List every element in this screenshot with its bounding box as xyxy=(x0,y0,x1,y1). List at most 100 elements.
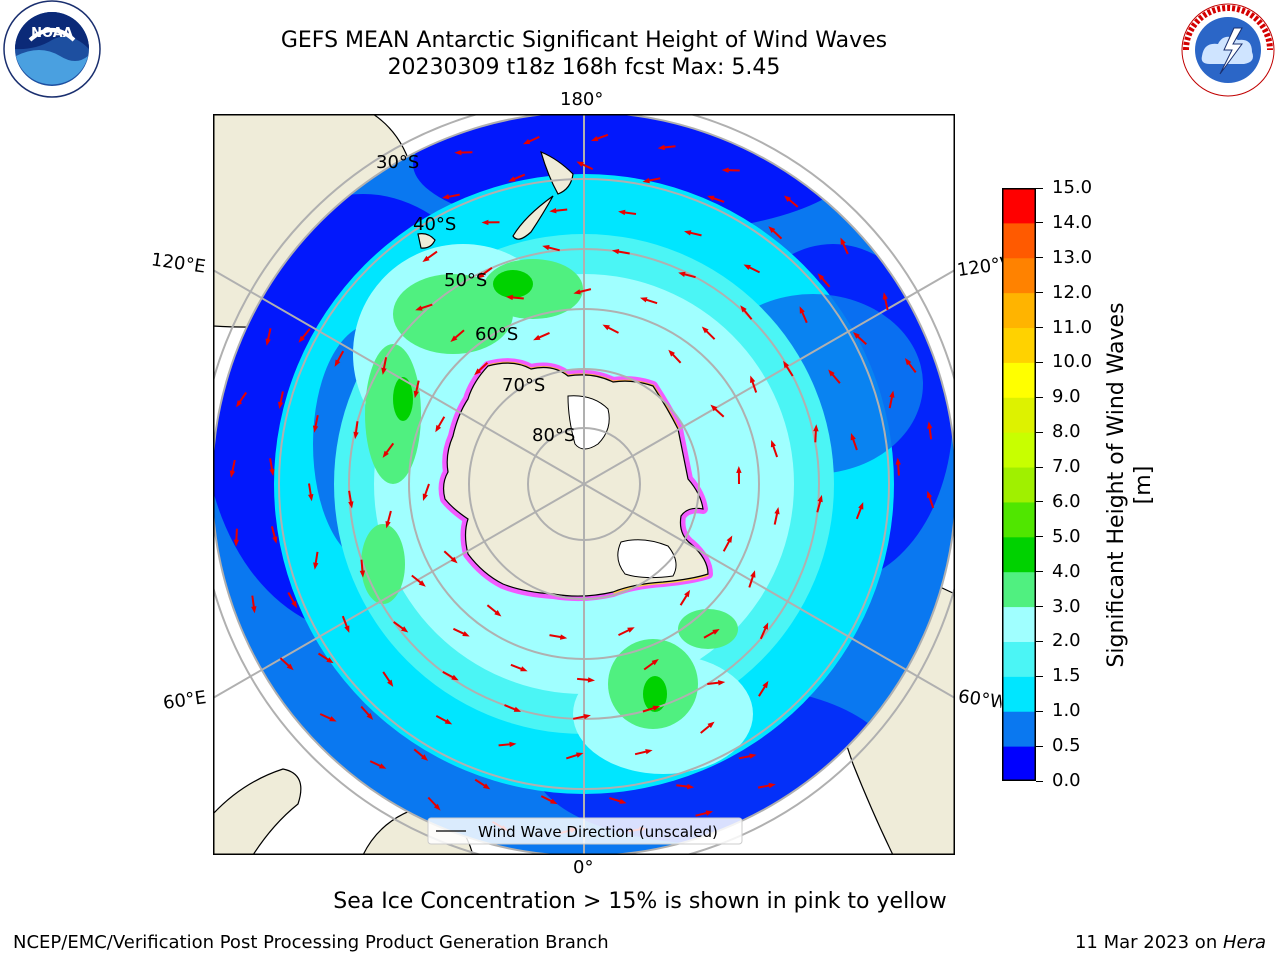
map-frame xyxy=(213,114,955,855)
colorbar-swatch xyxy=(1002,222,1036,259)
colorbar-tick-label: 15.0 xyxy=(1052,177,1093,198)
lon-label-120e: 120°E xyxy=(149,249,207,278)
wind-wave-arrowhead xyxy=(353,431,359,440)
wind-wave-arrowhead xyxy=(640,297,648,303)
colorbar-swatch xyxy=(1002,188,1036,224)
colorbar-tick-label: 4.0 xyxy=(1052,560,1081,582)
colorbar-swatch xyxy=(1002,711,1036,747)
wind-wave-arrowhead xyxy=(828,369,835,377)
lat-label-70s: 70°S xyxy=(502,375,545,396)
wind-wave-arrowhead xyxy=(312,425,319,433)
wind-wave-arrowhead xyxy=(850,433,856,441)
wind-wave-arrowhead xyxy=(705,810,713,816)
colorbar-frame xyxy=(1002,188,1036,781)
wind-wave-arrowhead xyxy=(251,606,257,614)
wind-wave-arrowhead xyxy=(508,176,516,182)
wind-wave-arrowhead xyxy=(718,680,726,686)
wind-wave-arrowhead xyxy=(768,782,776,789)
wind-wave-arrowhead xyxy=(768,226,776,233)
colorbar-label: Significant Height of Wind Waves [m] xyxy=(1104,302,1156,668)
colorbar-tick-mark xyxy=(1036,606,1043,608)
wind-wave-arrowhead xyxy=(721,167,729,173)
wind-wave-arrowhead xyxy=(421,754,429,761)
colorbar-tick-label: 5.0 xyxy=(1052,525,1081,547)
wind-wave-arrowhead xyxy=(334,359,341,367)
wind-wave-arrowhead xyxy=(895,457,901,465)
wind-wave-arrowhead xyxy=(494,610,502,617)
wind-wave-arrowhead xyxy=(272,536,278,544)
colorbar-swatch xyxy=(1002,641,1036,677)
colorbar-tick-label: 10.0 xyxy=(1052,351,1093,373)
wind-wave-arrowhead xyxy=(559,634,568,640)
lon-label-180: 180° xyxy=(560,89,604,110)
colorbar-tick-mark xyxy=(1036,187,1043,189)
noaa-logo-text: NOAA xyxy=(31,26,73,41)
wind-wave-arrowhead xyxy=(291,600,298,609)
wind-wave-arrowhead xyxy=(701,326,709,334)
footer-date: 11 Mar 2023 on Hera xyxy=(1075,932,1266,953)
chart-title: GEFS MEAN Antarctic Significant Height o… xyxy=(280,28,888,53)
colorbar-tick-mark xyxy=(1036,466,1043,468)
wind-wave-arrowhead xyxy=(684,230,692,236)
wind-wave-arrowhead xyxy=(483,783,491,790)
wind-wave-arrowhead xyxy=(474,368,482,376)
colorbar-swatch xyxy=(1002,536,1036,573)
wind-wave-arrowhead xyxy=(657,144,665,151)
wind-wave-arrowhead xyxy=(387,679,394,687)
wind-wave-arrowhead xyxy=(736,466,742,473)
wind-wave-arrowhead xyxy=(750,375,756,383)
colorbar-swatch xyxy=(1002,257,1036,294)
colorbar-tick-label: 3.0 xyxy=(1052,595,1081,617)
map-svg: 30°S 40°S 50°S 60°S 70°S 80°S Wind Wave … xyxy=(198,98,970,870)
wind-wave-arrowhead xyxy=(265,338,271,346)
wind-wave-arrowhead xyxy=(450,556,458,564)
colorbar-swatch xyxy=(1002,571,1036,608)
colorbar-swatch xyxy=(1002,501,1036,538)
wind-wave-arrowhead xyxy=(379,763,387,769)
wind-wave-arrowhead xyxy=(774,507,780,515)
wind-wave-arrowhead xyxy=(927,490,933,499)
colorbar-tick-mark xyxy=(1036,431,1043,433)
wind-wave-arrowhead xyxy=(229,470,236,478)
wind-wave-arrowhead xyxy=(750,570,756,578)
lat-label-60s: 60°S xyxy=(475,324,518,345)
wind-wave-arrowhead xyxy=(587,677,595,683)
wind-wave-arrowhead xyxy=(298,335,305,343)
wind-wave-arrowhead xyxy=(712,629,720,635)
colorbar-tick-label: 8.0 xyxy=(1052,421,1081,443)
legend-label: Wind Wave Direction (unscaled) xyxy=(478,823,718,841)
lon-label-0: 0° xyxy=(573,857,594,878)
colorbar-tick-label: 1.0 xyxy=(1052,700,1081,722)
lon-label-60e: 60°E xyxy=(161,687,208,714)
wind-wave-arrowhead xyxy=(817,494,823,503)
wind-wave-arrowhead xyxy=(927,421,933,429)
colorbar-tick-label: 1.5 xyxy=(1052,665,1081,687)
wind-wave-arrowhead xyxy=(278,401,284,409)
colorbar-tick-label: 12.0 xyxy=(1052,281,1093,303)
footer-date-text: 11 Mar 2023 on xyxy=(1074,932,1223,953)
colorbar-tick-mark xyxy=(1036,675,1043,677)
colorbar-swatch xyxy=(1002,397,1036,433)
noaa-logo: NOAA xyxy=(0,0,110,100)
lon-label-60w: 60°W xyxy=(956,686,1004,713)
wind-wave-arrowhead xyxy=(308,494,314,502)
polar-map: 30°S 40°S 50°S 60°S 70°S 80°S Wind Wave … xyxy=(198,98,970,870)
land-new-zealand xyxy=(417,150,574,249)
wind-wave-arrowhead xyxy=(627,627,635,633)
wind-wave-arrowhead xyxy=(583,714,591,720)
colorbar-tick-label: 11.0 xyxy=(1052,316,1093,338)
colorbar-swatch xyxy=(1002,327,1036,363)
colorbar-swatch xyxy=(1002,746,1036,782)
wind-wave-arrowhead xyxy=(359,570,366,578)
wind-wave-arrowhead xyxy=(401,626,409,633)
wind-wave-arrowhead xyxy=(783,360,790,369)
wind-wave-arrowhead xyxy=(840,237,846,245)
colorbar xyxy=(1002,188,1036,782)
wind-wave-arrowhead xyxy=(533,334,541,341)
sea-ice-note: Sea Ice Concentration > 15% is shown in … xyxy=(333,889,947,914)
colorbar-tick-label: 0.5 xyxy=(1052,735,1081,757)
wind-wave-arrowhead xyxy=(618,209,626,216)
lon-label-120w: 120°W xyxy=(955,253,1005,282)
wind-wave-arrowhead xyxy=(313,562,319,570)
footer-host: Hera xyxy=(1222,932,1266,953)
